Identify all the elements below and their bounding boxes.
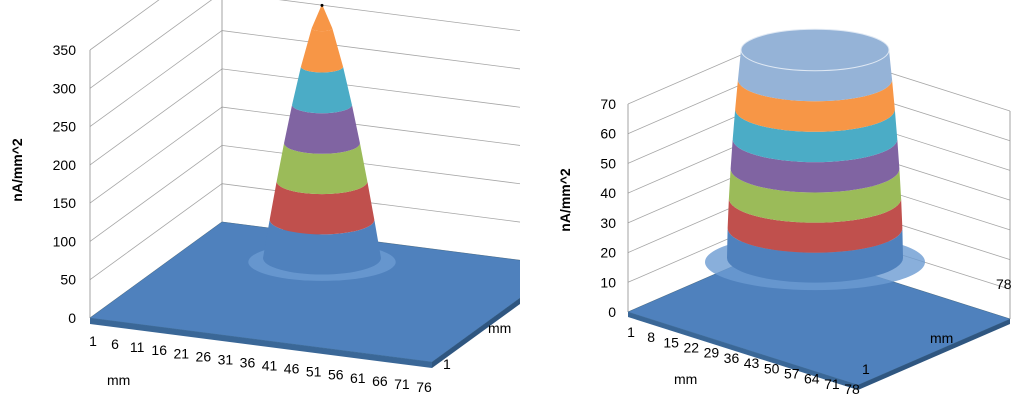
z-tick-label: 100 bbox=[53, 233, 77, 249]
y-tick-label: 78 bbox=[996, 276, 1012, 292]
x-tick-label: 56 bbox=[328, 367, 344, 383]
gridline-350 bbox=[89, 0, 160, 51]
y-axis-title: nA/mm^2 bbox=[9, 138, 25, 202]
z-tick-label: 50 bbox=[60, 272, 76, 288]
z-tick-label: 300 bbox=[53, 80, 77, 96]
surface-peak bbox=[248, 3, 396, 281]
z-tick-label: 350 bbox=[53, 42, 77, 58]
surface-floor-edge-right bbox=[432, 298, 520, 368]
surface-band-30-40 bbox=[730, 139, 900, 193]
x-tick-label: 21 bbox=[173, 345, 189, 361]
y-tick-label: 1 bbox=[443, 356, 451, 372]
surface-band-60-70 bbox=[737, 50, 893, 102]
x-tick-label: 57 bbox=[784, 365, 800, 381]
depth-axis-title: mm bbox=[488, 320, 511, 336]
z-tick-label: 60 bbox=[600, 126, 616, 142]
surface-band-250-300 bbox=[300, 28, 344, 73]
z-tick-label: 50 bbox=[600, 155, 616, 171]
x-tick-label: 36 bbox=[240, 354, 256, 370]
z-tick-label: 30 bbox=[600, 215, 616, 231]
x-tick-label: 78 bbox=[844, 381, 860, 397]
z-tick-label: 20 bbox=[600, 245, 616, 261]
x-tick-label: 26 bbox=[196, 348, 212, 364]
x-tick-label: 46 bbox=[284, 361, 300, 377]
x-tick-label: 71 bbox=[394, 376, 410, 392]
surface-band-20-30 bbox=[728, 168, 902, 223]
y-axis-title: nA/mm^2 bbox=[557, 168, 573, 232]
chart-right: 0 10 20 30 40 50 60 70 1 8 15 22 29 36 43 50 57 64 71 78 1 78… bbox=[520, 0, 1018, 404]
surface-floor-edge bbox=[628, 312, 858, 390]
x-tick-label: 50 bbox=[764, 360, 780, 376]
z-tick-label: 150 bbox=[53, 195, 77, 211]
x-tick-label: 51 bbox=[306, 364, 322, 380]
x-tick-label: 71 bbox=[824, 376, 840, 392]
surface-band-10-20 bbox=[727, 198, 903, 253]
surface-band-40-50 bbox=[732, 109, 898, 163]
z-tick-label: 0 bbox=[608, 304, 616, 320]
depth-axis-title: mm bbox=[930, 330, 953, 346]
surface-floor-edge bbox=[90, 318, 432, 368]
x-tick-label: 41 bbox=[262, 358, 278, 374]
surface-band-150-200 bbox=[284, 104, 360, 154]
x-tick-label: 31 bbox=[218, 351, 234, 367]
x-tick-label: 76 bbox=[416, 379, 432, 395]
x-tick-label: 36 bbox=[724, 350, 740, 366]
surface-top-cap bbox=[740, 28, 890, 72]
x-axis-title: mm bbox=[674, 371, 697, 387]
x-tick-label: 1 bbox=[89, 333, 97, 349]
x-tick-label: 64 bbox=[804, 371, 820, 387]
x-tick-label: 61 bbox=[350, 370, 366, 386]
chart-left: 0 50 100 150 200 250 300 350 1 6 11 16 21 26 31 36 41 46 5… bbox=[9, 0, 520, 395]
x-axis-title: mm bbox=[107, 372, 130, 388]
surface-band-50-60 bbox=[735, 79, 895, 132]
x-tick-label: 15 bbox=[663, 334, 679, 350]
z-tick-label: 40 bbox=[600, 185, 616, 201]
x-tick-label: 22 bbox=[683, 340, 699, 356]
x-tick-label: 8 bbox=[647, 329, 655, 345]
surface-apex bbox=[320, 3, 324, 7]
surface-band-100-150 bbox=[276, 143, 368, 195]
surface-band-0-50 bbox=[263, 219, 381, 275]
z-tick-label: 10 bbox=[600, 274, 616, 290]
x-tick-label: 11 bbox=[130, 339, 145, 355]
z-tick-label: 70 bbox=[600, 96, 616, 112]
z-tick-label: 250 bbox=[53, 119, 77, 135]
y-tick-label: 1 bbox=[862, 361, 870, 377]
surface-peak bbox=[705, 28, 925, 291]
surface-band-200-250 bbox=[292, 66, 352, 114]
x-tick-label: 43 bbox=[744, 355, 760, 371]
z-tick-label: 200 bbox=[53, 157, 77, 173]
z-tick-label: 0 bbox=[68, 310, 76, 326]
gridline-300 bbox=[89, 0, 520, 89]
surface-band-50-100 bbox=[269, 181, 375, 235]
x-tick-label: 29 bbox=[704, 345, 720, 361]
x-tick-label: 6 bbox=[111, 336, 119, 352]
x-tick-label: 66 bbox=[372, 373, 388, 389]
surface-band-300-330 bbox=[311, 5, 333, 32]
x-tick-label: 1 bbox=[627, 324, 635, 340]
x-tick-label: 16 bbox=[151, 342, 167, 358]
surface-floor-edge-right bbox=[858, 319, 1010, 390]
surface-band-0-10 bbox=[727, 228, 903, 283]
